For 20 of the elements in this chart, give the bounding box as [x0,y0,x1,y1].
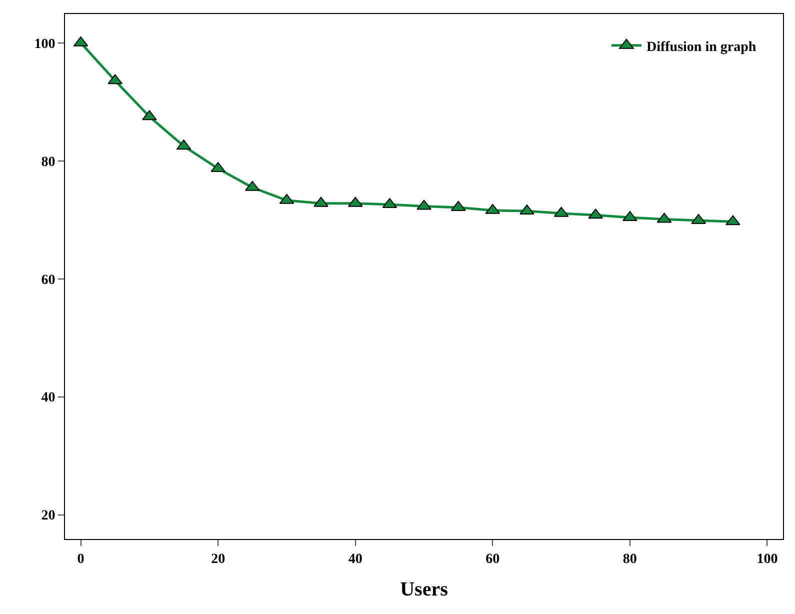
point [314,196,328,207]
point [622,211,638,222]
point [210,162,226,172]
x-axis-title: Users [400,578,448,600]
y-tick-label: 20 [41,508,56,524]
y-tick-label: 100 [34,36,56,52]
point [142,110,157,120]
x-tick-label: 0 [77,552,84,567]
x-tick-label: 40 [348,552,362,567]
y-tick-label: 80 [41,154,56,170]
point [416,200,432,210]
point [691,214,706,224]
x-tick-label: 100 [756,552,778,567]
y-tick-label: 40 [41,390,56,406]
y-tick-label: 60 [41,272,56,288]
legend-label: Diffusion in graph [646,40,756,55]
point [520,204,534,215]
x-tick-label: 60 [486,552,500,567]
x-tick-label: 20 [211,552,226,567]
x-tick-label: 80 [622,552,637,567]
